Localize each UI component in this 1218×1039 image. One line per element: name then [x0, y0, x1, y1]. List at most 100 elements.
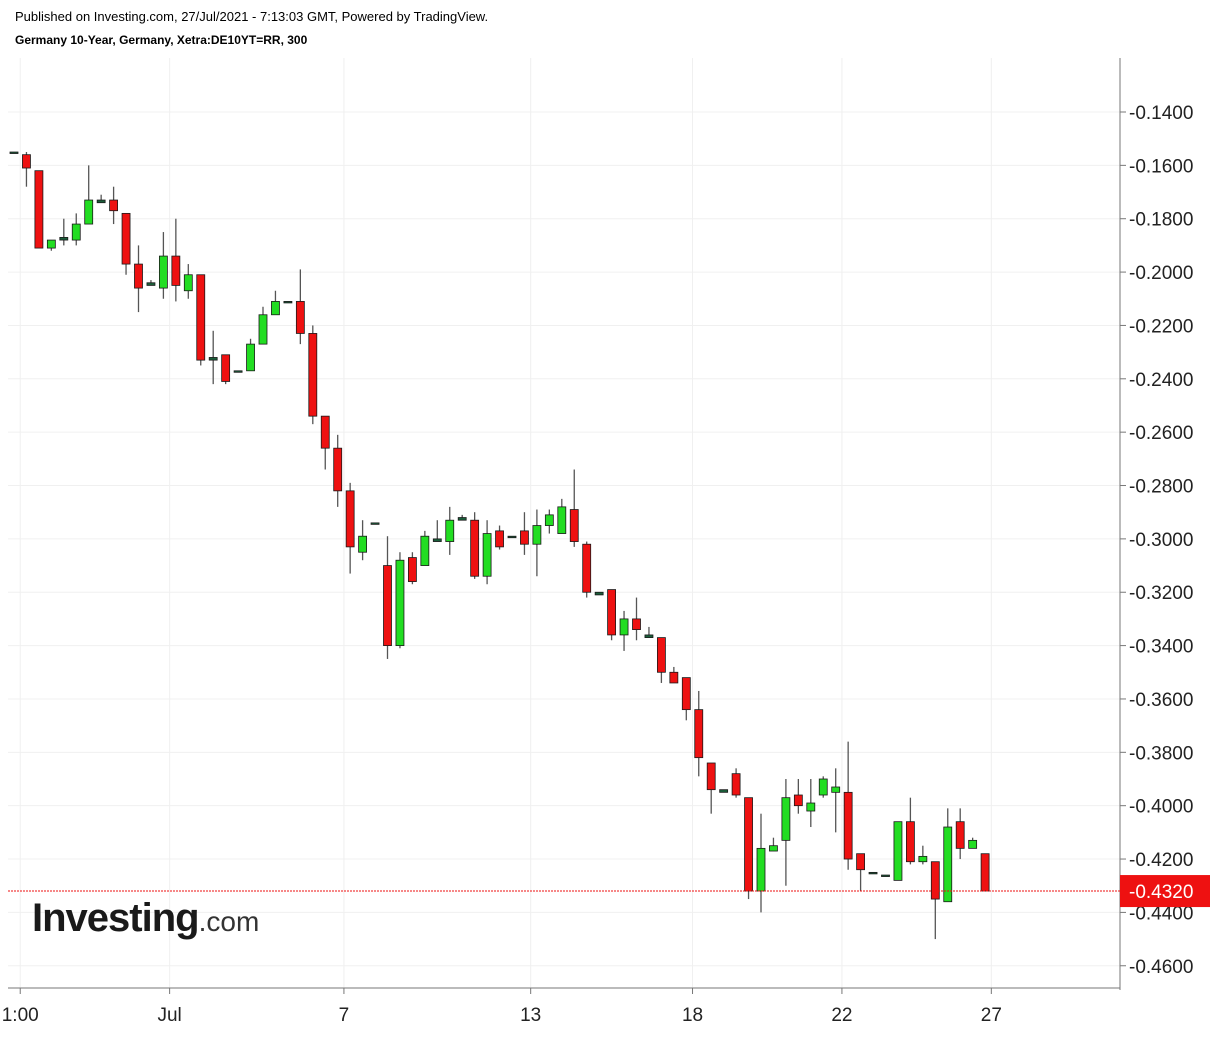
candle [619, 610, 629, 651]
candle [345, 482, 355, 574]
candle [495, 525, 504, 550]
candle-body [109, 199, 118, 212]
candle-body [407, 557, 417, 582]
candle-body [607, 589, 616, 636]
candle-body [818, 778, 828, 796]
candle-body [283, 301, 293, 304]
candle-body [507, 535, 517, 539]
candle-body [46, 239, 56, 249]
candle-body [943, 826, 953, 903]
candle [918, 845, 928, 865]
candle [557, 498, 567, 534]
candle [930, 861, 940, 940]
last-price-label: -0.4320 [1129, 882, 1193, 903]
candle [320, 415, 330, 470]
candle [46, 239, 56, 251]
candle-body [706, 762, 716, 791]
candle [856, 853, 865, 892]
candle [594, 591, 604, 596]
y-tick-label: -0.2400 [1129, 370, 1193, 391]
candle [980, 853, 990, 892]
candle-body [370, 522, 380, 525]
candle [420, 530, 430, 566]
candle-body [445, 519, 455, 542]
y-tick-label: -0.2600 [1129, 423, 1193, 444]
x-tick-label: 18 [682, 1005, 703, 1026]
candle-body [744, 797, 753, 892]
y-tick-label: -0.2200 [1129, 316, 1193, 337]
y-axis: -0.1400 -0.1600 -0.1800 -0.2000 -0.2200 -0.24… [1120, 103, 1193, 978]
candle-body [457, 517, 467, 521]
candle-body [432, 538, 442, 542]
candle-body [532, 525, 542, 545]
x-axis: 1:00 Jul 7 13 18 22 27 [2, 988, 1002, 1026]
candle [221, 354, 231, 385]
candle-body [756, 847, 766, 892]
candle [445, 506, 455, 555]
candle [9, 151, 19, 154]
candle [793, 779, 803, 814]
candle [158, 232, 168, 299]
candle-body [520, 530, 529, 545]
candle [706, 762, 716, 814]
last-price-marker: -0.4320 [8, 875, 1210, 908]
candle-body [930, 861, 940, 900]
candle-body [856, 853, 865, 871]
candle-body [569, 509, 579, 542]
candle [544, 509, 554, 534]
y-tick-label: -0.4600 [1129, 957, 1193, 978]
x-tick-label: Jul [157, 1005, 181, 1026]
candle-body [470, 519, 480, 577]
y-tick-label: -0.3000 [1129, 530, 1193, 551]
candle-body [146, 282, 156, 286]
candle [84, 165, 94, 225]
candle-body [806, 802, 816, 812]
candle [669, 666, 679, 684]
y-tick-label: -0.3400 [1129, 637, 1193, 658]
candle-body [71, 223, 81, 241]
candle [818, 776, 828, 798]
candle-body [246, 343, 255, 372]
candle [731, 768, 741, 798]
candle-body [918, 855, 928, 863]
x-tick-label: 1:00 [2, 1005, 39, 1026]
candle [744, 797, 753, 900]
last-price-box [1120, 875, 1210, 908]
candle-body [544, 514, 554, 526]
candle [283, 301, 293, 304]
candle [34, 170, 44, 249]
symbol-title: Germany 10-Year, Germany, Xetra:DE10YT=R… [15, 33, 308, 47]
candle-body [893, 821, 903, 881]
candle-body [183, 274, 193, 292]
candle-body [980, 853, 990, 892]
candle [520, 512, 529, 555]
candles [9, 151, 990, 940]
y-tick-label: -0.3600 [1129, 690, 1193, 711]
y-tick-label: -0.2800 [1129, 477, 1193, 498]
x-tick-label: 22 [831, 1005, 852, 1026]
candle-body [594, 591, 604, 596]
candle [271, 290, 280, 316]
candle-body [843, 791, 853, 860]
candle [893, 821, 903, 881]
candle [644, 626, 654, 638]
candle [868, 871, 878, 875]
candle-body [420, 535, 430, 566]
candle [295, 269, 305, 345]
candle [943, 808, 953, 903]
candle [333, 434, 343, 507]
y-tick-label: -0.4200 [1129, 850, 1193, 871]
candle [482, 520, 492, 585]
x-tick-label: 7 [339, 1005, 350, 1026]
candle [806, 779, 816, 828]
candle-body [781, 797, 791, 841]
candle-body [121, 212, 131, 265]
candle-body [769, 845, 778, 852]
candle-body [34, 170, 44, 249]
candle [134, 245, 143, 313]
candle [370, 522, 380, 525]
candle [657, 637, 666, 683]
candle-body [258, 314, 268, 345]
candle [843, 741, 853, 870]
